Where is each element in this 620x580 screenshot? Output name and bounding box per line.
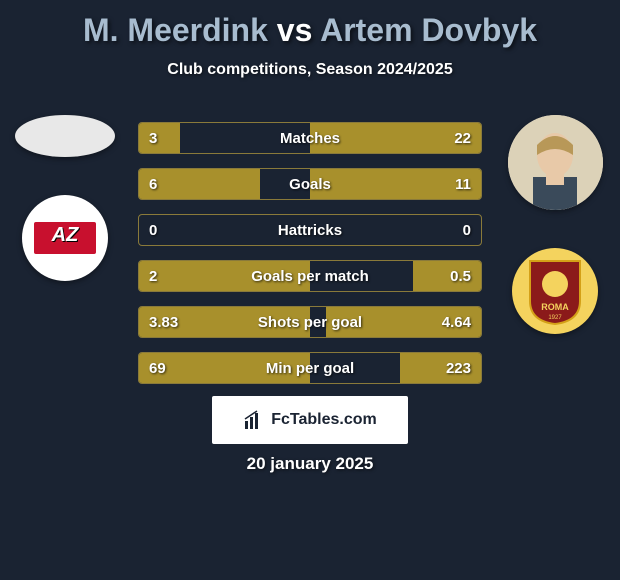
- right-player-column: ROMA 1927: [500, 115, 610, 334]
- svg-text:ROMA: ROMA: [541, 302, 569, 312]
- vs-text: vs: [277, 12, 313, 48]
- player2-name: Artem Dovbyk: [320, 12, 537, 48]
- source-badge: FcTables.com: [212, 396, 408, 444]
- subtitle: Club competitions, Season 2024/2025: [0, 61, 620, 79]
- stat-label: Hattricks: [139, 222, 481, 239]
- footer-date: 20 january 2025: [247, 454, 374, 474]
- stat-row: 20.5Goals per match: [138, 260, 482, 292]
- stat-row: 3.834.64Shots per goal: [138, 306, 482, 338]
- comparison-title: M. Meerdink vs Artem Dovbyk: [0, 0, 620, 49]
- stat-label: Shots per goal: [139, 314, 481, 331]
- roma-logo-icon: ROMA 1927: [525, 256, 585, 326]
- source-text: FcTables.com: [271, 411, 377, 429]
- stat-label: Matches: [139, 130, 481, 147]
- player1-club-badge: AZ: [22, 195, 108, 281]
- left-player-column: AZ: [10, 115, 120, 281]
- player2-avatar: [508, 115, 603, 210]
- stat-label: Goals per match: [139, 268, 481, 285]
- stat-label: Goals: [139, 176, 481, 193]
- chart-icon: [243, 409, 265, 431]
- stat-row: 00Hattricks: [138, 214, 482, 246]
- stat-row: 69223Min per goal: [138, 352, 482, 384]
- stat-row: 322Matches: [138, 122, 482, 154]
- player1-name: M. Meerdink: [83, 12, 268, 48]
- svg-text:1927: 1927: [548, 315, 562, 321]
- player1-avatar: [15, 115, 115, 157]
- stat-label: Min per goal: [139, 360, 481, 377]
- stat-row: 611Goals: [138, 168, 482, 200]
- stats-comparison-bars: 322Matches 611Goals 00Hattricks 20.5Goals p…: [138, 122, 482, 398]
- player2-club-badge: ROMA 1927: [512, 248, 598, 334]
- az-logo-icon: AZ: [34, 215, 96, 261]
